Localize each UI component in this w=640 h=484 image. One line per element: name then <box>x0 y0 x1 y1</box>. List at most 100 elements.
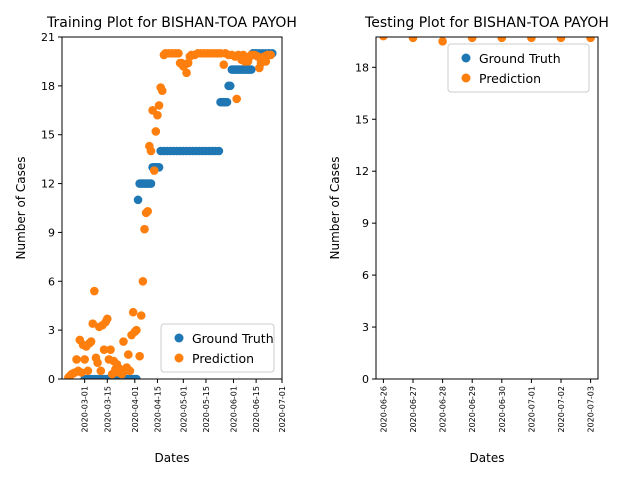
training-legend-box <box>160 323 275 373</box>
testing-y-tick-label: 0 <box>362 373 369 386</box>
testing-y-tick-label: 15 <box>355 113 369 126</box>
testing-legend-prediction-marker <box>461 73 471 83</box>
training-prediction-point <box>138 276 148 286</box>
training-prediction-point <box>151 127 161 136</box>
training-prediction-point <box>154 101 164 110</box>
testing-x-tick-label: 2020-07-02 <box>557 386 566 433</box>
testing-prediction-point <box>467 37 477 43</box>
training-y-tick-label: 0 <box>48 373 55 386</box>
training-prediction-point <box>149 166 159 175</box>
testing-chart: Testing Plot for BISHAN-TOA PAYOH 0 3 6 9 12… <box>328 15 609 465</box>
testing-legend-ground-truth-label: Ground Truth <box>479 51 561 66</box>
training-prediction-point <box>128 307 138 317</box>
testing-y-tick-label: 18 <box>355 61 369 74</box>
training-prediction-point <box>238 50 248 60</box>
training-prediction-point <box>119 337 128 346</box>
testing-prediction-point <box>527 37 536 43</box>
training-ground-truth-point <box>214 146 224 156</box>
testing-x-ticks: 2020-06-26 2020-06-27 2020-06-28 2020-06-29… <box>379 379 596 433</box>
testing-y-tick-label: 12 <box>355 165 369 178</box>
training-prediction-point <box>90 286 99 296</box>
training-prediction-point <box>124 350 133 359</box>
testing-legend-ground-truth-marker <box>461 53 471 63</box>
training-x-ticks: 2020-03-01 2020-03-15 2020-04-01 2020-04-15… <box>81 379 287 433</box>
training-prediction-point <box>232 94 242 104</box>
training-points <box>64 48 277 379</box>
training-plot-frame <box>61 36 283 380</box>
training-prediction-point <box>174 48 183 58</box>
training-prediction-point <box>266 50 275 60</box>
training-x-tick-label: 2020-04-15 <box>153 386 162 433</box>
training-x-axis-label: Dates <box>155 451 190 465</box>
training-x-tick-label: 2020-06-15 <box>252 386 261 433</box>
testing-prediction-point <box>586 37 595 43</box>
training-prediction-point <box>96 366 106 376</box>
training-x-tick-label: 2020-03-01 <box>81 386 90 433</box>
training-x-tick-label: 2020-05-01 <box>179 386 188 433</box>
training-ground-truth-point <box>146 179 156 188</box>
training-prediction-point <box>261 57 271 66</box>
training-prediction-point <box>136 311 146 320</box>
testing-prediction-point <box>379 37 388 41</box>
training-prediction-point <box>86 337 96 346</box>
testing-x-tick-label: 2020-06-26 <box>379 386 388 433</box>
training-y-ticks: 0 3 6 9 12 15 18 21 <box>41 31 62 386</box>
testing-x-tick-label: 2020-06-29 <box>468 386 477 433</box>
training-prediction-point <box>135 351 144 361</box>
training-ground-truth-point <box>246 65 256 74</box>
training-legend: Ground Truth Prediction <box>160 323 275 373</box>
testing-prediction-point <box>556 37 566 43</box>
training-prediction-point <box>83 366 93 376</box>
testing-plot-frame <box>375 36 599 380</box>
testing-x-tick-label: 2020-07-03 <box>587 386 596 433</box>
training-legend-prediction-marker <box>174 353 184 363</box>
training-prediction-point <box>253 52 263 61</box>
training-prediction-point <box>157 86 167 96</box>
training-prediction-point <box>72 355 81 364</box>
testing-y-axis-label: Number of Cases <box>328 156 342 259</box>
training-y-axis-label: Number of Cases <box>14 156 28 259</box>
testing-prediction-point <box>438 37 447 46</box>
testing-y-ticks: 0 3 6 9 12 15 18 <box>355 61 376 386</box>
testing-legend-prediction-label: Prediction <box>479 71 541 86</box>
testing-legend: Ground Truth Prediction <box>447 43 590 93</box>
testing-prediction-point <box>408 37 418 43</box>
testing-y-tick-label: 9 <box>362 217 369 230</box>
training-chart-title: Training Plot for BISHAN-TOA PAYOH <box>46 15 297 31</box>
training-prediction-point <box>88 319 98 328</box>
training-prediction-point <box>183 58 193 68</box>
testing-legend-box <box>447 43 590 93</box>
training-x-tick-label: 2020-04-01 <box>131 386 140 433</box>
testing-y-tick-label: 6 <box>362 269 369 282</box>
training-prediction-point <box>146 146 156 156</box>
testing-x-tick-label: 2020-07-01 <box>527 386 536 433</box>
training-prediction-point <box>153 110 162 120</box>
training-prediction-point <box>182 68 191 78</box>
testing-chart-title: Testing Plot for BISHAN-TOA PAYOH <box>364 15 609 31</box>
training-prediction-point <box>99 345 109 354</box>
training-y-tick-label: 3 <box>48 324 55 337</box>
training-chart: Training Plot for BISHAN-TOA PAYOH 0 3 6 9 1… <box>14 15 297 465</box>
training-ground-truth-point <box>133 195 143 205</box>
training-x-tick-label: 2020-07-01 <box>278 386 287 433</box>
training-y-tick-label: 18 <box>41 80 55 93</box>
training-prediction-point <box>106 345 115 354</box>
training-legend-ground-truth-label: Ground Truth <box>192 331 274 346</box>
testing-prediction-point <box>497 37 507 43</box>
training-prediction-point <box>140 224 149 234</box>
training-x-tick-label: 2020-06-01 <box>229 386 238 433</box>
training-prediction-point <box>80 355 89 364</box>
training-y-tick-label: 21 <box>41 31 55 44</box>
training-ground-truth-point <box>132 374 141 379</box>
training-x-tick-label: 2020-03-15 <box>103 386 112 433</box>
training-y-tick-label: 15 <box>41 129 55 142</box>
training-prediction-point <box>77 368 86 377</box>
testing-x-tick-label: 2020-06-27 <box>409 386 418 433</box>
training-ground-truth-point <box>225 81 235 91</box>
testing-x-tick-label: 2020-06-28 <box>439 386 448 433</box>
training-legend-ground-truth-marker <box>174 333 184 343</box>
training-prediction-point <box>132 325 141 335</box>
training-prediction-point <box>219 60 229 69</box>
testing-points <box>379 37 595 46</box>
